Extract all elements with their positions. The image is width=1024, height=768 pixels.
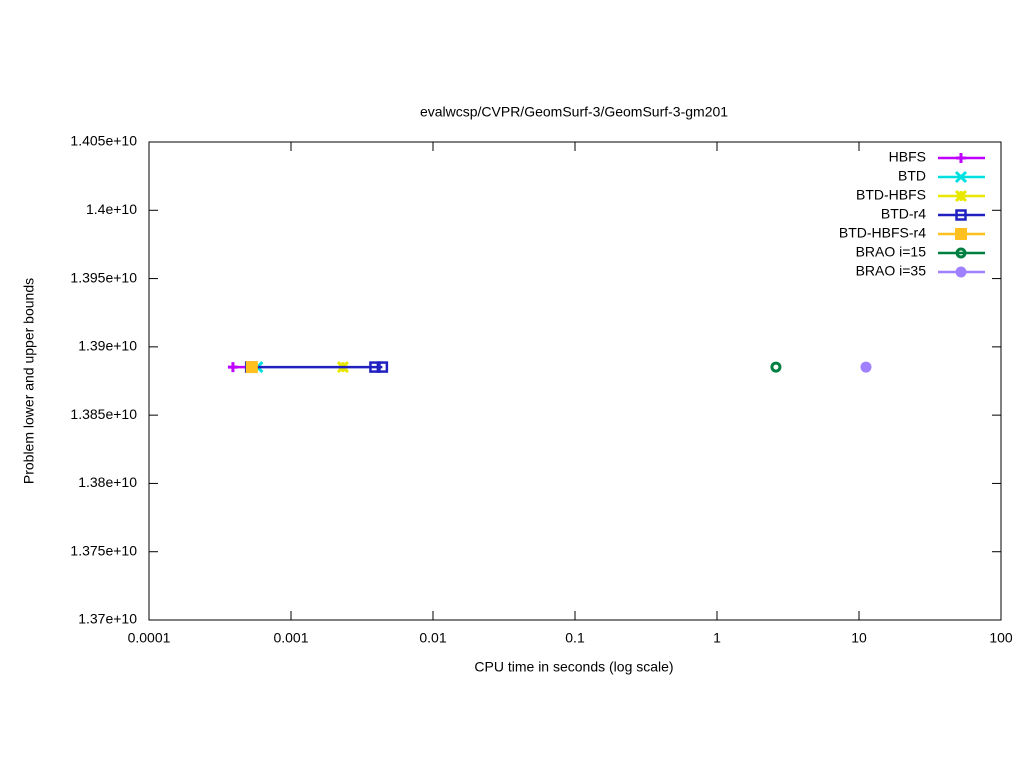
legend-label: BRAO i=15 <box>856 244 927 260</box>
marker <box>955 209 967 221</box>
legend-label: BTD-HBFS-r4 <box>839 225 926 241</box>
y-tick-label: 1.385e+10 <box>70 406 137 422</box>
x-tick-label: 0.0001 <box>128 630 171 646</box>
marker <box>956 153 966 163</box>
marker <box>954 170 968 184</box>
marker <box>376 361 389 373</box>
y-tick-label: 1.39e+10 <box>78 338 137 354</box>
legend-label: BTD-HBFS <box>856 187 926 203</box>
y-axis-label: Problem lower and upper bounds <box>21 278 37 484</box>
marker <box>860 361 872 373</box>
marker <box>955 247 967 259</box>
chart-title: evalwcsp/CVPR/GeomSurf-3/GeomSurf-3-gm20… <box>420 104 728 120</box>
x-tick-label: 0.01 <box>419 630 446 646</box>
marker <box>954 189 968 203</box>
x-tick-label: 10 <box>851 630 867 646</box>
marker <box>770 361 782 373</box>
y-tick-label: 1.375e+10 <box>70 542 137 558</box>
marker <box>245 361 258 374</box>
y-tick-label: 1.38e+10 <box>78 474 137 490</box>
x-tick-label: 100 <box>989 630 1013 646</box>
x-tick-label: 0.001 <box>273 630 308 646</box>
legend-label: BRAO i=35 <box>856 263 927 279</box>
x-tick-label: 1 <box>713 630 721 646</box>
legend-label: HBFS <box>889 149 926 165</box>
x-tick-label: 0.1 <box>565 630 585 646</box>
y-tick-label: 1.37e+10 <box>78 611 137 627</box>
legend-label: BTD-r4 <box>881 206 926 222</box>
marker <box>955 228 967 240</box>
y-tick-label: 1.4e+10 <box>86 201 137 217</box>
legend-label: BTD <box>898 168 926 184</box>
y-tick-label: 1.395e+10 <box>70 269 137 285</box>
y-tick-label: 1.405e+10 <box>70 133 137 149</box>
x-axis-label: CPU time in seconds (log scale) <box>474 659 673 675</box>
marker <box>369 361 381 373</box>
plot-frame <box>148 141 1002 621</box>
marker <box>227 362 238 373</box>
marker <box>955 266 967 278</box>
